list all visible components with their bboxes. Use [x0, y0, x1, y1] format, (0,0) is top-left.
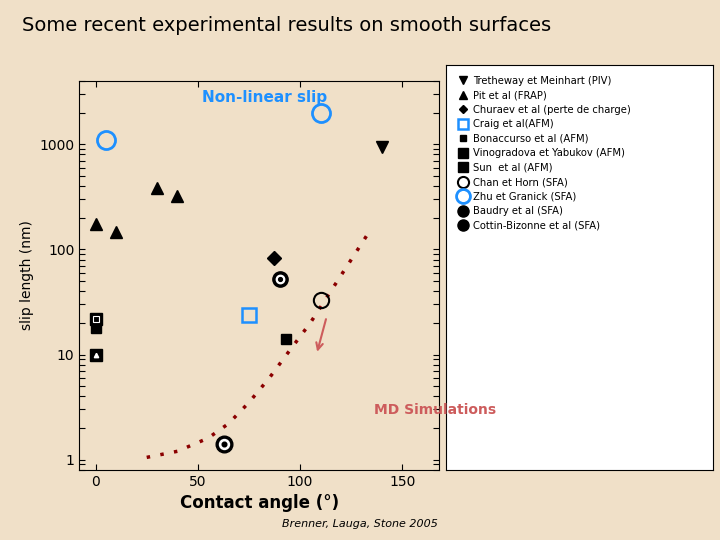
Text: Brenner, Lauga, Stone 2005: Brenner, Lauga, Stone 2005 [282, 519, 438, 529]
Legend: Tretheway et Meinhart (PIV), Pit et al (FRAP), Churaev et al (perte de charge), : Tretheway et Meinhart (PIV), Pit et al (… [451, 70, 637, 237]
Text: Non-linear slip: Non-linear slip [202, 90, 327, 105]
X-axis label: Contact angle (°): Contact angle (°) [179, 494, 339, 512]
Y-axis label: slip length (nm): slip length (nm) [19, 220, 34, 330]
Text: MD Simulations: MD Simulations [374, 403, 497, 417]
Text: Some recent experimental results on smooth surfaces: Some recent experimental results on smoo… [22, 16, 551, 35]
